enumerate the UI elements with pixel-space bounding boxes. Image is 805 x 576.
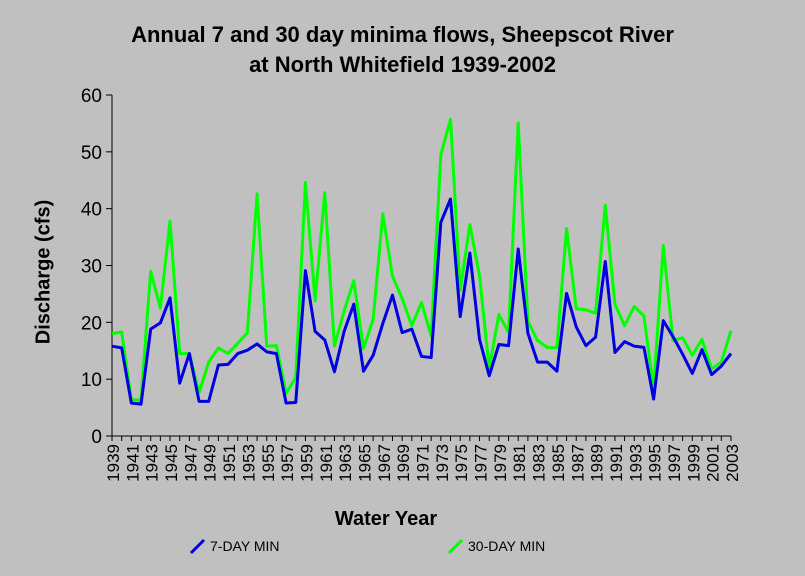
legend-swatch-30-day-min [447, 538, 464, 555]
x-tick-label: 1979 [491, 444, 510, 482]
x-tick-label: 1959 [297, 444, 316, 482]
x-tick-label: 1957 [278, 444, 297, 482]
x-tick-label: 1949 [201, 444, 220, 482]
x-tick-label: 1965 [355, 444, 374, 482]
x-tick-label: 1989 [588, 444, 607, 482]
y-tick-label: 20 [81, 313, 102, 334]
x-tick-label: 1999 [684, 444, 703, 482]
x-tick-label: 1967 [375, 444, 394, 482]
x-tick-label: 1987 [568, 444, 587, 482]
x-tick-label: 1941 [123, 444, 142, 482]
y-tick-label: 10 [81, 370, 102, 391]
x-axis-label: Water Year [334, 508, 438, 530]
axes [111, 95, 731, 437]
x-tick-label: 1981 [510, 444, 529, 482]
x-tick-label: 1983 [530, 444, 549, 482]
x-tick-label: 1947 [181, 444, 200, 482]
y-tick-label: 60 [81, 86, 102, 107]
x-tick-label: 1991 [607, 444, 626, 482]
x-tick-label: 1973 [433, 444, 452, 482]
x-tick-label: 1961 [317, 444, 336, 482]
y-tick-label: 0 [91, 427, 102, 448]
x-tick-label: 1997 [665, 444, 684, 482]
y-tick-label: 50 [81, 143, 102, 164]
x-tick-labels: 1939 1941 1943 1945 1947 1949 1951 1953 1955 1957… [104, 436, 742, 482]
legend-label-30-day-min: 30-DAY MIN [468, 538, 546, 554]
x-tick-label: 1943 [143, 444, 162, 482]
legend-label-7-day-min: 7-DAY MIN [210, 538, 280, 554]
y-tick-label: 40 [81, 200, 102, 221]
x-tick-label: 1955 [259, 444, 278, 482]
x-tick-label: 1977 [472, 444, 491, 482]
x-tick-label: 2001 [704, 444, 723, 482]
chart-title-line-1: Annual 7 and 30 day minima flows, Sheeps… [131, 22, 674, 47]
x-tick-label: 1939 [104, 444, 123, 482]
x-tick-label: 1993 [626, 444, 645, 482]
series-lines [111, 117, 733, 406]
x-tick-label: 2003 [723, 444, 742, 482]
series-line-7-day-min [111, 197, 733, 406]
x-tick-label: 1951 [220, 444, 239, 482]
chart-title-line-2: at North Whitefield 1939-2002 [249, 52, 556, 77]
x-tick-label: 1953 [239, 444, 258, 482]
x-tick-label: 1945 [162, 444, 181, 482]
x-tick-label: 1995 [646, 444, 665, 482]
x-tick-label: 1985 [549, 444, 568, 482]
x-tick-label: 1963 [336, 444, 355, 482]
y-tick-labels: 0 10 20 30 40 50 60 [81, 86, 112, 448]
x-tick-label: 1971 [414, 444, 433, 482]
y-tick-label: 30 [81, 257, 102, 278]
x-tick-label: 1975 [452, 444, 471, 482]
legend-swatch-7-day-min [189, 538, 206, 555]
x-tick-label: 1969 [394, 444, 413, 482]
series-line-30-day-min [111, 117, 733, 402]
